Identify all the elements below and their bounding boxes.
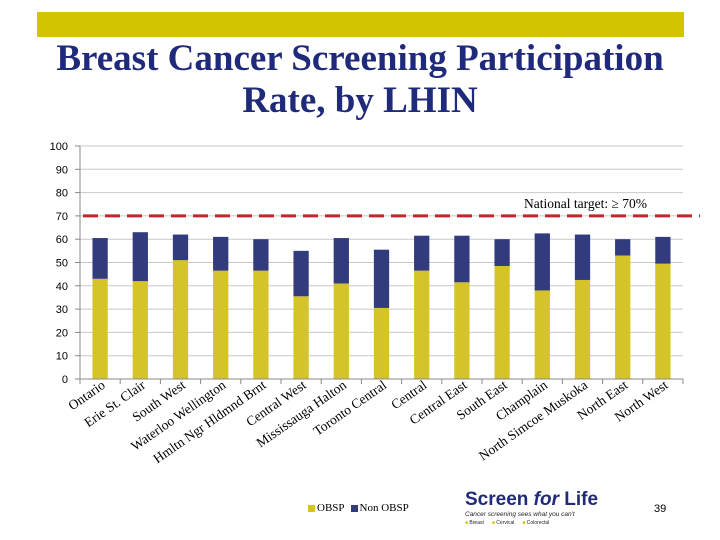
- bar-non-obsp: [655, 236, 671, 264]
- bars: [92, 232, 671, 379]
- bar-obsp: [414, 270, 430, 379]
- bar-non-obsp: [373, 249, 390, 308]
- legend-label-non-obsp: Non OBSP: [359, 502, 409, 514]
- bar-non-obsp: [615, 239, 631, 256]
- bar-non-obsp: [333, 238, 349, 284]
- bar-obsp: [615, 255, 631, 379]
- y-tick-label: 70: [56, 211, 68, 223]
- logo-type-breast: Breast: [465, 519, 483, 527]
- y-tick-label: 10: [56, 351, 68, 363]
- bar-obsp: [172, 260, 189, 379]
- y-tick-label: 100: [50, 141, 68, 153]
- y-tick-label: 0: [62, 374, 68, 386]
- target-label: National target: ≥ 70%: [524, 196, 647, 211]
- bar-non-obsp: [293, 250, 309, 297]
- bar-non-obsp: [574, 234, 591, 280]
- bar-obsp: [574, 279, 591, 379]
- logo-wordmark: Screen for Life: [465, 490, 625, 510]
- legend-item-non-obsp: Non OBSP: [350, 502, 409, 514]
- accent-bar: [37, 12, 684, 37]
- bar-obsp: [253, 270, 269, 379]
- logo-word-life: Life: [558, 489, 599, 510]
- bar-non-obsp: [454, 235, 470, 283]
- screen-for-life-logo: Screen for Life Cancer screening sees wh…: [465, 490, 625, 534]
- title-line-1: Breast Cancer Screening Participation: [56, 38, 664, 79]
- y-tick-label: 50: [56, 258, 68, 270]
- legend-swatch-non-obsp: [350, 504, 358, 512]
- y-tick-labels: 0 10 20 30 40 50 60 70 80 90 100: [50, 141, 68, 386]
- legend-swatch-obsp: [308, 504, 315, 512]
- page-number: 39: [654, 503, 667, 515]
- bar-obsp: [333, 283, 349, 379]
- bar-non-obsp: [414, 235, 430, 271]
- y-tick-label: 60: [56, 234, 68, 246]
- bar-non-obsp: [253, 239, 269, 271]
- bar-obsp: [373, 307, 390, 379]
- logo-tagline: Cancer screening sees what you can't: [465, 511, 575, 518]
- bar-non-obsp: [534, 233, 550, 291]
- title-line-2: Rate, by LHIN: [242, 80, 478, 121]
- y-tick-label: 20: [56, 327, 68, 339]
- bar-non-obsp: [132, 232, 148, 282]
- y-tick-label: 30: [56, 304, 68, 316]
- bar-non-obsp: [92, 238, 108, 279]
- bar-obsp: [92, 278, 108, 379]
- logo-type-colorectal: Colorectal: [522, 519, 550, 527]
- logo-screening-types: Breast Cervical Colorectal: [465, 519, 625, 527]
- logo-word-screen: Screen: [465, 489, 534, 510]
- bar-obsp: [293, 296, 309, 379]
- bar-non-obsp: [213, 236, 229, 271]
- logo-type-cervical: Cervical: [492, 519, 514, 527]
- bar-obsp: [534, 290, 550, 379]
- legend: OBSP Non OBSP: [308, 502, 415, 514]
- y-tick-label: 80: [56, 188, 68, 200]
- logo-word-for: for: [533, 489, 559, 510]
- y-tick-label: 40: [56, 281, 68, 293]
- legend-label-obsp: OBSP: [317, 502, 345, 514]
- slide-title: Breast Cancer Screening Participation Ra…: [0, 38, 720, 122]
- bar-non-obsp: [494, 239, 510, 266]
- bar-non-obsp: [172, 234, 189, 261]
- bar-obsp: [494, 265, 510, 379]
- bar-obsp: [213, 270, 229, 379]
- bar-obsp: [132, 281, 148, 379]
- bar-obsp: [454, 282, 470, 379]
- bar-obsp: [655, 263, 671, 379]
- legend-item-obsp: OBSP: [308, 502, 345, 514]
- y-tick-label: 90: [56, 164, 68, 176]
